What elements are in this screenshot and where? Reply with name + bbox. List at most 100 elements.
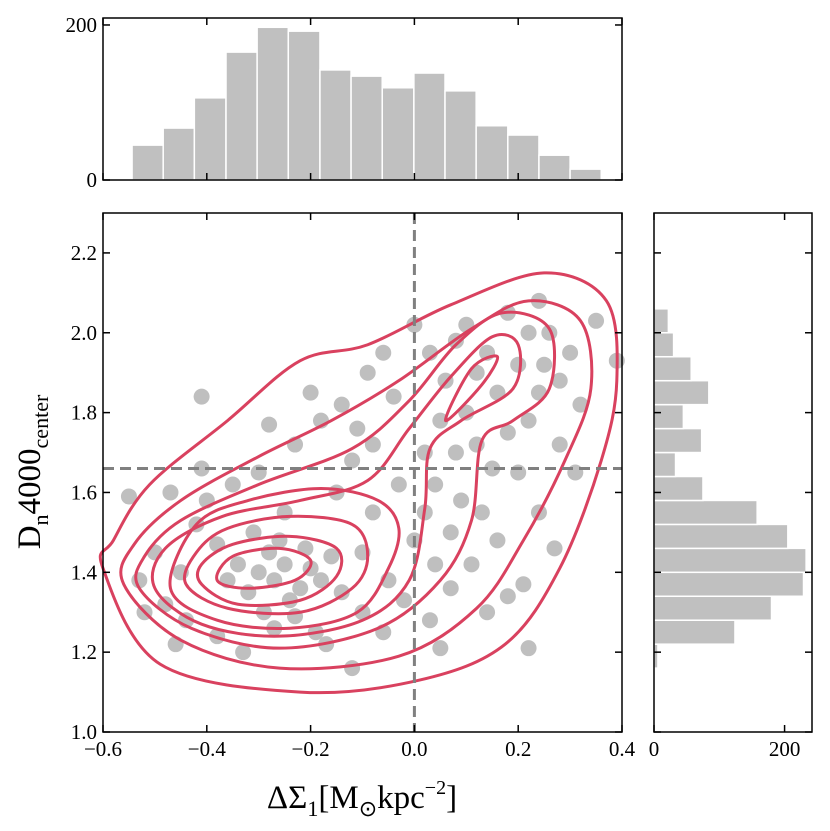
y-tick-label: 1.2: [71, 640, 97, 664]
scatter-point: [354, 604, 371, 621]
scatter-point: [250, 564, 267, 581]
histogram-bar: [256, 26, 290, 181]
histogram-bar: [653, 523, 789, 550]
scatter-point: [390, 476, 407, 493]
density-contour: [98, 271, 619, 695]
y-axis-label: Dn4000center: [12, 394, 53, 549]
label-part: [M: [318, 780, 358, 816]
histogram-bar: [538, 154, 571, 181]
label-part: ΔΣ: [267, 780, 307, 816]
y-tick-label: 200: [66, 13, 98, 37]
label-part: center: [28, 394, 53, 448]
scatter-point: [499, 424, 516, 441]
scatter-point: [510, 464, 527, 481]
scatter-point: [453, 492, 470, 509]
scatter-point: [359, 364, 376, 381]
scatter-point: [546, 540, 563, 557]
density-contour: [150, 333, 523, 638]
scatter-point: [510, 356, 527, 373]
histogram-bar: [131, 144, 164, 181]
histogram-bar: [413, 72, 446, 181]
histogram-bar: [653, 379, 710, 406]
density-contour: [444, 354, 500, 423]
label-part: n: [28, 514, 53, 525]
scatter-point: [344, 452, 361, 469]
x-axis-label: ΔΣ1[M⊙kpc−2]: [267, 777, 457, 821]
label-part: 1: [307, 796, 318, 821]
scatter-point: [323, 548, 340, 565]
density-contour: [215, 546, 313, 590]
scatter-point: [588, 312, 605, 329]
scatter-point: [229, 556, 246, 573]
histogram-bar: [653, 595, 773, 621]
density-contour: [183, 514, 370, 616]
histogram-bar: [653, 427, 703, 454]
scatter-point: [250, 464, 267, 481]
scatter-point: [261, 416, 278, 433]
histogram-bar: [162, 127, 196, 181]
scatter-point: [157, 596, 174, 613]
histogram-bar: [381, 87, 415, 181]
y-tick-label: 0: [87, 168, 98, 192]
label-part: 4000: [12, 448, 48, 514]
scatter-point: [520, 324, 537, 341]
label-part: kpc: [377, 780, 425, 816]
scatter-point: [562, 344, 579, 361]
scatter-point: [447, 444, 464, 461]
histogram-bar: [653, 499, 758, 526]
y-tick-label: 1.8: [71, 401, 97, 425]
scatter-point: [224, 476, 241, 493]
scatter-point: [551, 436, 568, 453]
scatter-point: [120, 488, 137, 505]
scatter-point: [427, 556, 444, 573]
scatter-point: [520, 640, 537, 657]
scatter-point: [432, 640, 449, 657]
scatter-point: [385, 388, 402, 405]
scatter-point: [536, 356, 553, 373]
scatter-point: [463, 556, 480, 573]
scatter-point: [302, 384, 319, 401]
x-tick-label: 0: [649, 737, 660, 761]
scatter-point: [375, 344, 392, 361]
density-contour: [195, 534, 344, 607]
scatter-point: [572, 396, 589, 413]
scatter-point: [499, 588, 516, 605]
density-contour: [168, 486, 401, 630]
x-tick-label: 0.4: [609, 737, 636, 761]
density-contour: [119, 299, 594, 671]
histogram-bar: [287, 30, 321, 181]
scatter-point: [312, 572, 329, 589]
scatter-point: [364, 504, 381, 521]
axes-frame: [102, 17, 623, 181]
scatter-point: [193, 460, 210, 477]
scatter-point: [245, 524, 262, 541]
axes-frame: [102, 212, 623, 733]
axes-frame: [653, 212, 813, 733]
histogram-bar: [475, 124, 509, 181]
histogram-bar: [653, 475, 704, 502]
scatter-point: [520, 412, 537, 429]
scatter-point: [567, 464, 584, 481]
scatter-point: [287, 608, 304, 625]
scatter-point: [292, 580, 309, 597]
scatter-point: [489, 384, 506, 401]
scatter-point: [427, 476, 444, 493]
scatter-point: [551, 372, 568, 389]
label-part: ⊙: [359, 796, 377, 821]
scatter-point: [344, 660, 361, 677]
histogram-bar: [350, 75, 383, 181]
x-tick-label: −0.4: [188, 737, 227, 761]
y-tick-label: 1.6: [71, 480, 97, 504]
scatter-point: [364, 436, 381, 453]
scatter-point: [479, 604, 496, 621]
x-tick-label: 200: [769, 737, 801, 761]
histogram-bar: [653, 308, 670, 334]
scatter-point: [349, 420, 366, 437]
scatter-point: [235, 644, 252, 661]
scatter-point: [193, 388, 210, 405]
x-tick-label: 0.2: [505, 737, 531, 761]
histogram-bar: [444, 90, 477, 181]
scatter-point: [396, 592, 413, 609]
histogram-bar: [569, 168, 602, 181]
histogram-bar: [653, 355, 692, 382]
